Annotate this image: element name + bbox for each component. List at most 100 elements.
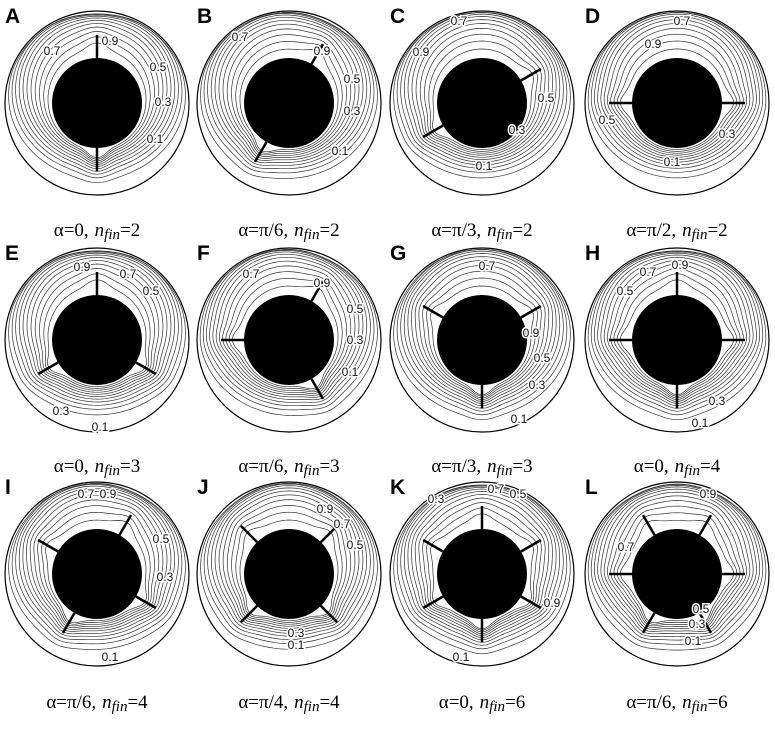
caption-eq: =2 <box>512 220 532 241</box>
caption-alpha: α=π/6, <box>46 692 96 713</box>
caption-eq: =4 <box>319 692 340 713</box>
caption: α=0, nfin=2 <box>54 220 140 243</box>
contour-line <box>393 484 571 655</box>
contour-label: 0.9 <box>672 258 689 272</box>
caption-alpha: α=π/6, <box>238 220 288 241</box>
panel: C 0.7 0.9 0.5 0.3 0.1 α=π/3, nfin=2 <box>389 5 575 243</box>
contour-line <box>231 505 347 625</box>
contour-label: 0.5 <box>347 302 364 316</box>
contour-line <box>22 487 172 635</box>
contour-line <box>215 256 360 398</box>
outer-wall <box>4 10 190 196</box>
contour-line <box>15 484 179 641</box>
panel-letter: H <box>585 242 600 265</box>
contour-line <box>11 250 183 410</box>
panel-letter: L <box>585 476 598 499</box>
contour-line <box>419 28 546 156</box>
panel-letter: B <box>197 5 212 28</box>
contour-line <box>393 12 571 179</box>
contour-line <box>619 48 735 150</box>
contour-line <box>235 511 343 623</box>
contour-label: 0.5 <box>347 538 364 552</box>
caption: α=π/6, nfin=3 <box>238 456 339 479</box>
contour-label: 0.7 <box>78 487 95 501</box>
caption-alpha: α=0, <box>54 220 89 241</box>
caption-alpha: α=π/2, <box>626 220 676 241</box>
contour-line <box>587 483 767 651</box>
contour-label: 0.9 <box>314 276 331 290</box>
outer-wall <box>584 481 770 667</box>
contour-line <box>235 40 343 154</box>
caption-alpha: α=π/3, <box>431 456 481 477</box>
caption-eq: =2 <box>707 220 727 241</box>
inner-cylinder <box>632 58 722 148</box>
caption-eq: =4 <box>700 456 721 477</box>
inner-cylinder <box>244 529 334 619</box>
panel-letter: K <box>390 476 405 499</box>
contour-line <box>597 252 757 409</box>
panel-letter: F <box>197 242 210 265</box>
contour-line <box>205 250 371 407</box>
contour-line <box>396 249 568 416</box>
contour-line <box>400 12 564 169</box>
caption-sub: fin <box>112 699 128 715</box>
contour-label: 0.5 <box>344 72 361 86</box>
fin <box>118 514 133 536</box>
caption-eq: =3 <box>120 456 140 477</box>
contour-label: 0.9 <box>100 487 117 501</box>
contour-label: 0.9 <box>645 37 662 51</box>
contour-line <box>11 13 183 179</box>
contour-label: 0.3 <box>288 626 305 640</box>
contour-line <box>225 271 347 393</box>
contour-line <box>39 268 155 391</box>
panel: I 0.7 0.9 0.5 0.3 0.1 α=π/6, nfin=4 <box>4 476 190 715</box>
inner-cylinder <box>437 58 527 148</box>
caption-eq: =4 <box>127 692 148 713</box>
contour-line <box>219 260 356 396</box>
contour-label: 0.1 <box>685 634 702 648</box>
caption-sub: fin <box>304 463 320 479</box>
contour-label: 0.7 <box>674 14 691 28</box>
contour-label: 0.5 <box>150 60 167 74</box>
contour-line <box>590 250 764 416</box>
contour-line <box>616 40 738 152</box>
panel: D 0.7 0.9 0.5 0.3 0.1 α=π/2, nfin=2 <box>584 5 770 243</box>
contour-line <box>33 499 160 628</box>
contour-line <box>603 491 751 632</box>
caption-sub: fin <box>104 463 120 479</box>
caption-alpha: α=0, <box>634 456 669 477</box>
contour-label: 0.7 <box>640 265 657 279</box>
caption-n: n <box>682 692 692 713</box>
contour-label: 0.7 <box>243 267 260 281</box>
contour-line <box>597 486 757 638</box>
caption-eq: =3 <box>512 456 532 477</box>
caption-n: n <box>95 456 105 477</box>
contour-line <box>214 16 364 164</box>
contour-line <box>239 519 339 622</box>
contour-line <box>231 34 347 156</box>
caption-sub: fin <box>104 227 120 243</box>
contour-line <box>34 263 160 393</box>
contour-line <box>610 27 744 156</box>
fin <box>422 538 444 553</box>
inner-cylinder <box>437 295 527 385</box>
caption-n: n <box>682 220 692 241</box>
panel-letter: G <box>390 242 406 265</box>
panel: F 0.7 0.9 0.5 0.3 0.1 α=π/6, nfin=3 <box>196 242 382 479</box>
caption: α=0, nfin=6 <box>439 692 525 715</box>
caption-sub: fin <box>304 227 320 243</box>
caption-alpha: α=0, <box>439 692 474 713</box>
contour-line <box>47 279 147 387</box>
panel-letter: E <box>5 242 19 265</box>
contour-line <box>22 254 172 400</box>
caption-n: n <box>95 220 105 241</box>
contour-line <box>597 13 757 166</box>
contour-line <box>222 265 352 394</box>
contour-line <box>207 483 371 640</box>
caption: α=π/6, nfin=4 <box>46 692 148 715</box>
contour-label: 0.7 <box>334 517 351 531</box>
contour-label: 0.7 <box>451 14 468 28</box>
caption-n: n <box>294 456 304 477</box>
contour-label: 0.9 <box>523 326 540 340</box>
contour-line <box>18 15 176 172</box>
